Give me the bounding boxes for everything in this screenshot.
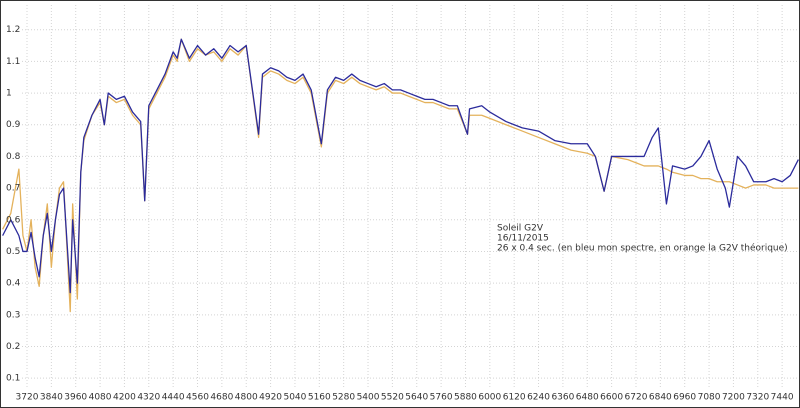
x-tick-label: 5160	[308, 393, 331, 403]
lines	[2, 38, 799, 313]
y-tick-label: 0.9	[6, 120, 21, 130]
x-tick-label: 4800	[235, 393, 258, 403]
x-tick-label: 7440	[771, 393, 794, 403]
y-tick-label: 1.2	[6, 25, 20, 35]
x-tick-label: 3960	[64, 393, 87, 403]
x-tick-label: 5640	[405, 393, 428, 403]
x-tick-label: 4680	[210, 393, 233, 403]
annotation: 26 x 0.4 sec. (en bleu mon spectre, en o…	[497, 243, 788, 254]
x-tick-label: 5880	[454, 393, 477, 403]
labels: Soleil G2V 16/11/2015 26 x 0.4 sec. (en …	[6, 25, 794, 402]
x-tick-label: 4560	[186, 393, 209, 403]
x-tick-label: 4920	[259, 393, 282, 403]
y-tick-label: 0.3	[6, 310, 20, 320]
y-tick-label: 1	[6, 89, 12, 99]
x-tick-label: 7320	[746, 393, 769, 403]
x-tick-label: 6720	[625, 393, 648, 403]
x-tick-label: 5280	[332, 393, 355, 403]
x-tick-label: 6000	[478, 393, 501, 403]
y-tick-label: 0.4	[6, 279, 21, 289]
y-tick-label: 0.1	[6, 374, 20, 384]
annotation: Soleil G2V	[497, 224, 544, 234]
annotation: 16/11/2015	[497, 234, 549, 244]
x-tick-label: 6480	[576, 393, 599, 403]
x-tick-label: 6240	[527, 393, 550, 403]
spectrum-line	[2, 38, 799, 294]
y-tick-label: 0.6	[6, 215, 21, 225]
x-tick-label: 4440	[162, 393, 185, 403]
x-tick-label: 6120	[503, 393, 526, 403]
x-tick-label: 5760	[430, 393, 453, 403]
x-tick-label: 6360	[551, 393, 574, 403]
y-tick-label: 0.2	[6, 342, 20, 352]
x-tick-label: 3720	[16, 393, 39, 403]
x-tick-label: 4200	[113, 393, 136, 403]
x-tick-label: 5040	[283, 393, 306, 403]
x-tick-label: 4080	[89, 393, 112, 403]
y-tick-label: 0.7	[6, 184, 20, 194]
y-tick-label: 0.8	[6, 152, 21, 162]
x-tick-label: 6600	[600, 393, 623, 403]
x-tick-label: 7200	[722, 393, 745, 403]
x-tick-label: 5400	[357, 393, 380, 403]
x-tick-label: 6840	[649, 393, 672, 403]
x-tick-label: 4320	[137, 393, 160, 403]
y-tick-label: 0.5	[6, 247, 20, 257]
x-tick-label: 7080	[698, 393, 721, 403]
x-tick-label: 3840	[40, 393, 63, 403]
grid	[22, 5, 798, 388]
x-tick-label: 6960	[673, 393, 696, 403]
x-tick-label: 5520	[381, 393, 404, 403]
y-tick-label: 1.1	[6, 57, 20, 67]
